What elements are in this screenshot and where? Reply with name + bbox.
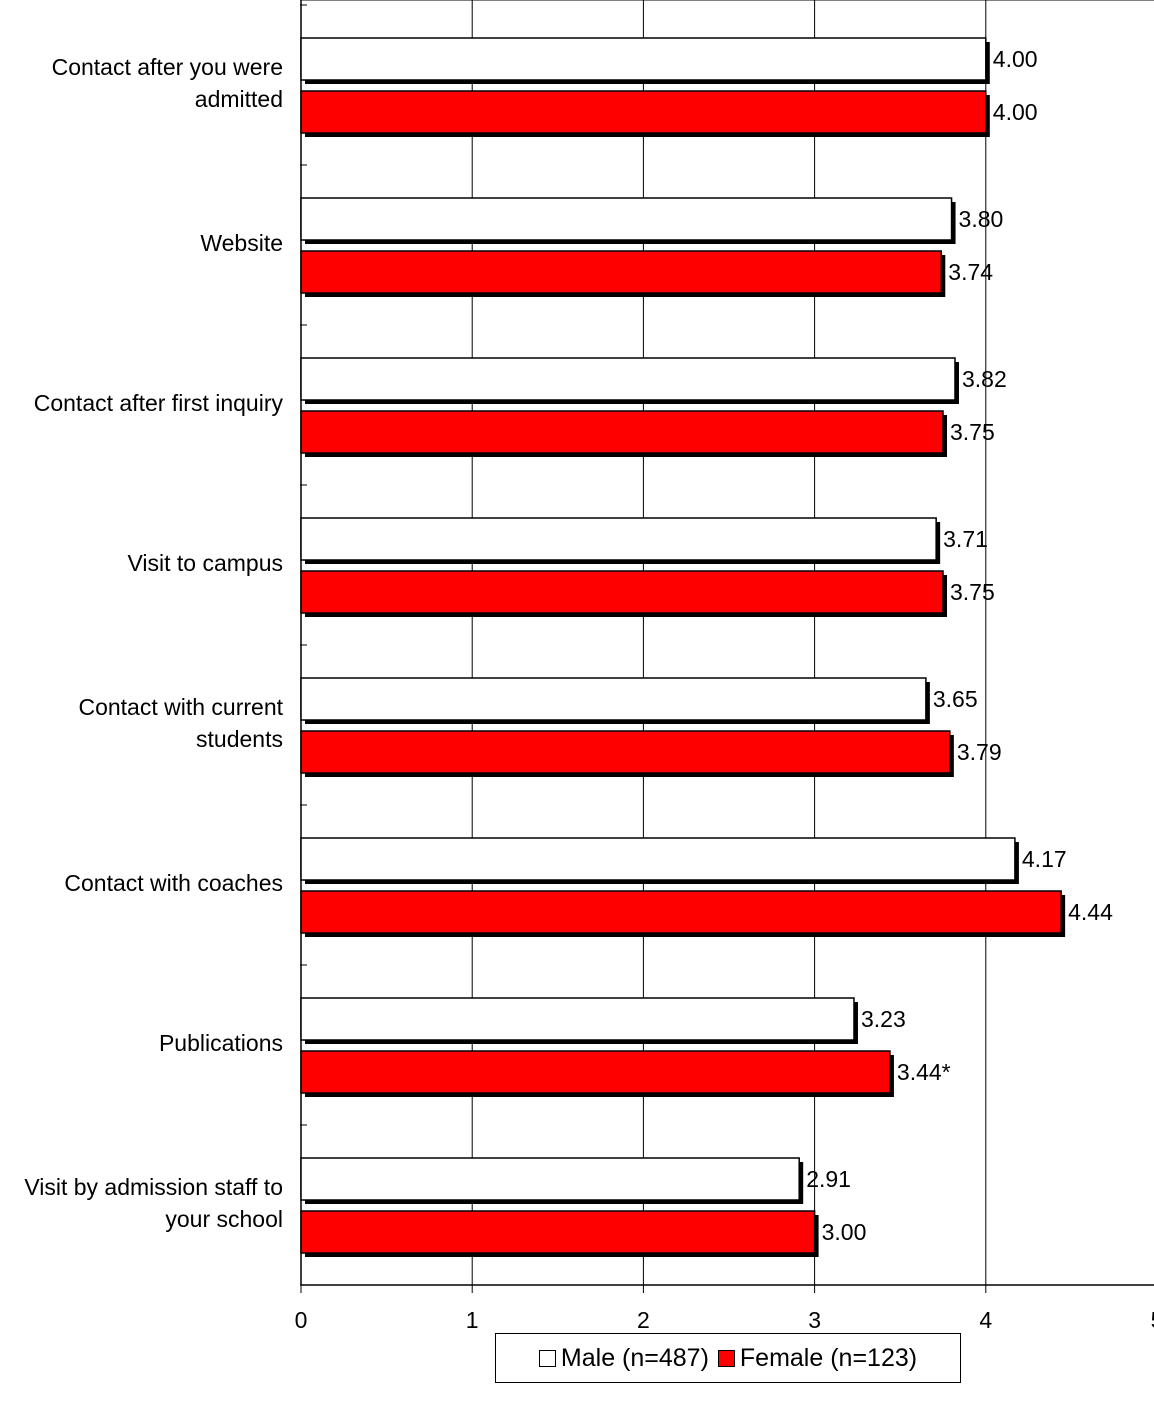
bar-female — [300, 410, 944, 454]
legend-swatch-male — [538, 1349, 556, 1367]
data-label: 3.80 — [959, 206, 1004, 232]
data-label: 3.74 — [948, 259, 993, 285]
bar-chart: 0 1 2 3 4 5 Contact after you were admitted Webs… — [24, 0, 1154, 1330]
data-label: 4.17 — [1022, 846, 1067, 872]
bar-male — [300, 1157, 800, 1201]
data-label: 3.65 — [933, 686, 978, 712]
data-label: 3.44* — [897, 1059, 951, 1085]
bar-male — [300, 517, 937, 561]
legend-label-male: Male (n=487) — [560, 1343, 709, 1372]
legend-item-male: Male (n=487) — [538, 1343, 709, 1373]
bar-male — [300, 357, 956, 401]
bar-female — [300, 1050, 891, 1094]
x-tick-label: 4 — [979, 1307, 992, 1330]
legend-label-female: Female (n=123) — [739, 1343, 918, 1372]
legend-swatch-female — [717, 1349, 735, 1367]
data-label: 3.00 — [822, 1219, 867, 1245]
data-label: 3.75 — [950, 579, 995, 605]
data-label: 2.91 — [806, 1166, 851, 1192]
x-tick-label: 0 — [295, 1307, 308, 1330]
legend-item-female: Female (n=123) — [717, 1343, 918, 1373]
bar-male — [300, 837, 1016, 881]
data-label: 3.82 — [962, 366, 1007, 392]
chart-legend: Male (n=487) Female (n=123) — [495, 1333, 961, 1383]
category-label: Contact with coaches — [64, 870, 283, 896]
data-label: 3.75 — [950, 419, 995, 445]
category-label: Visit by admission staff to — [24, 1174, 283, 1200]
category-label: Contact after first inquiry — [34, 390, 284, 416]
data-label: 3.71 — [943, 526, 988, 552]
bar-female — [300, 890, 1062, 934]
bar-male — [300, 197, 953, 241]
bar-female — [300, 250, 943, 294]
data-label: 3.23 — [861, 1006, 906, 1032]
bar-male — [300, 37, 987, 81]
category-label: Publications — [159, 1030, 283, 1056]
category-label: admitted — [195, 86, 283, 112]
category-label: your school — [165, 1206, 283, 1232]
x-tick-label: 3 — [808, 1307, 821, 1330]
data-label: 4.00 — [993, 46, 1038, 72]
bar-male — [300, 997, 855, 1041]
category-label: Visit to campus — [127, 550, 283, 576]
category-label: students — [196, 726, 283, 752]
category-label: Contact after you were — [52, 54, 283, 80]
bar-male — [300, 677, 927, 721]
data-label: 4.44 — [1068, 899, 1113, 925]
x-tick-label: 5 — [1151, 1307, 1154, 1330]
bar-female — [300, 570, 944, 614]
bar-female — [300, 730, 951, 774]
data-label: 4.00 — [993, 99, 1038, 125]
x-tick-label: 2 — [637, 1307, 650, 1330]
bar-female — [300, 1210, 816, 1254]
bar-female — [300, 90, 987, 134]
data-label: 3.79 — [957, 739, 1002, 765]
category-label: Website — [200, 230, 283, 256]
category-label: Contact with current — [78, 694, 283, 720]
x-tick-label: 1 — [466, 1307, 479, 1330]
